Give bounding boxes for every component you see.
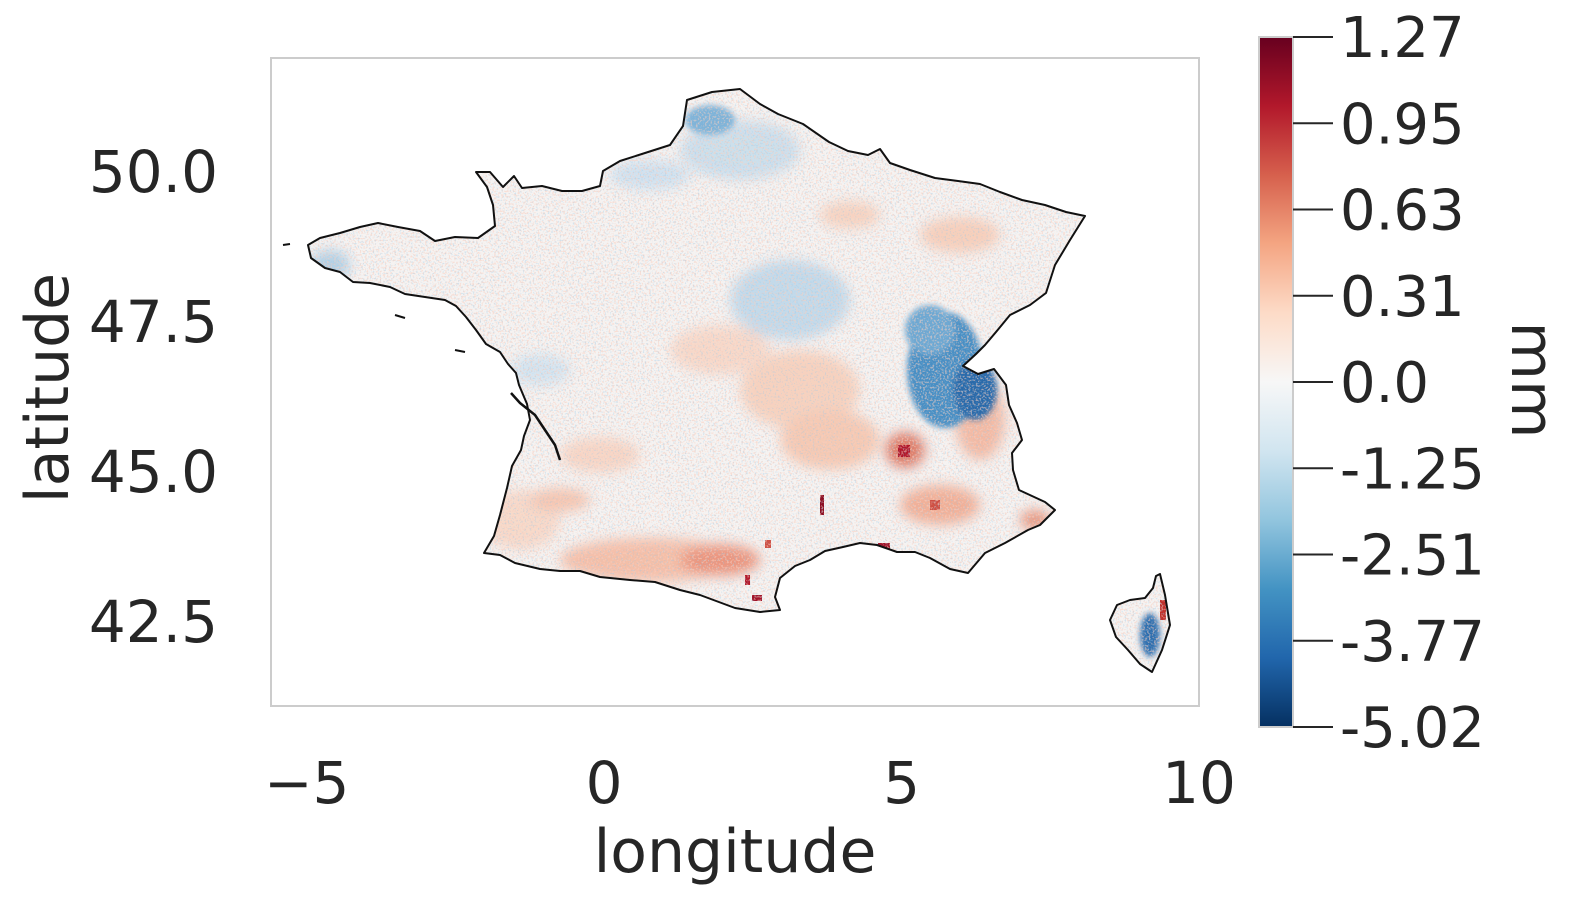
colorbar-tick-label: -3.77	[1340, 610, 1485, 675]
x-tick-label: −5	[264, 749, 350, 817]
map-axes: −5 0 5 10 50.0 47.5 45.0 42.5 longitude latitu…	[13, 57, 1236, 887]
colorbar: 1.270.950.630.310.0-1.25-2.51-3.77-5.02 …	[1258, 6, 1567, 761]
colorbar-tick-label: 0.31	[1340, 265, 1465, 330]
france-outline	[282, 88, 1171, 673]
y-tick-label: 47.5	[89, 288, 218, 356]
colorbar-gradient	[1258, 36, 1294, 728]
y-tick-label: 50.0	[89, 138, 218, 206]
colorbar-ticks: 1.27 0.95 0.63 0.31 0.0 -1.25 -2.51 -3.77 -5.02	[1293, 6, 1485, 761]
colorbar-tick-label: 0.95	[1340, 92, 1465, 157]
colorbar-tick-label: -5.02	[1340, 696, 1485, 761]
y-tick-label: 45.0	[89, 438, 218, 506]
y-axis-label: latitude	[13, 273, 83, 503]
x-axis-ticks: −5 0 5 10	[264, 749, 1236, 817]
x-tick-label: 5	[883, 749, 920, 817]
x-tick-label: 0	[586, 749, 623, 817]
colorbar-label: mm	[1497, 322, 1567, 439]
colorbar-tick-label: -2.51	[1340, 524, 1485, 589]
x-axis-label: longitude	[594, 817, 877, 887]
colorbar-tick-label: 0.0	[1340, 351, 1429, 416]
y-axis-ticks: 50.0 47.5 45.0 42.5	[89, 138, 218, 656]
colorbar-tick-label: -1.25	[1340, 437, 1485, 502]
colorbar-tick-label: 0.63	[1340, 179, 1465, 244]
y-tick-label: 42.5	[89, 588, 218, 656]
colorbar-tick-label: 1.27	[1340, 6, 1465, 71]
x-tick-label: 10	[1162, 749, 1236, 817]
